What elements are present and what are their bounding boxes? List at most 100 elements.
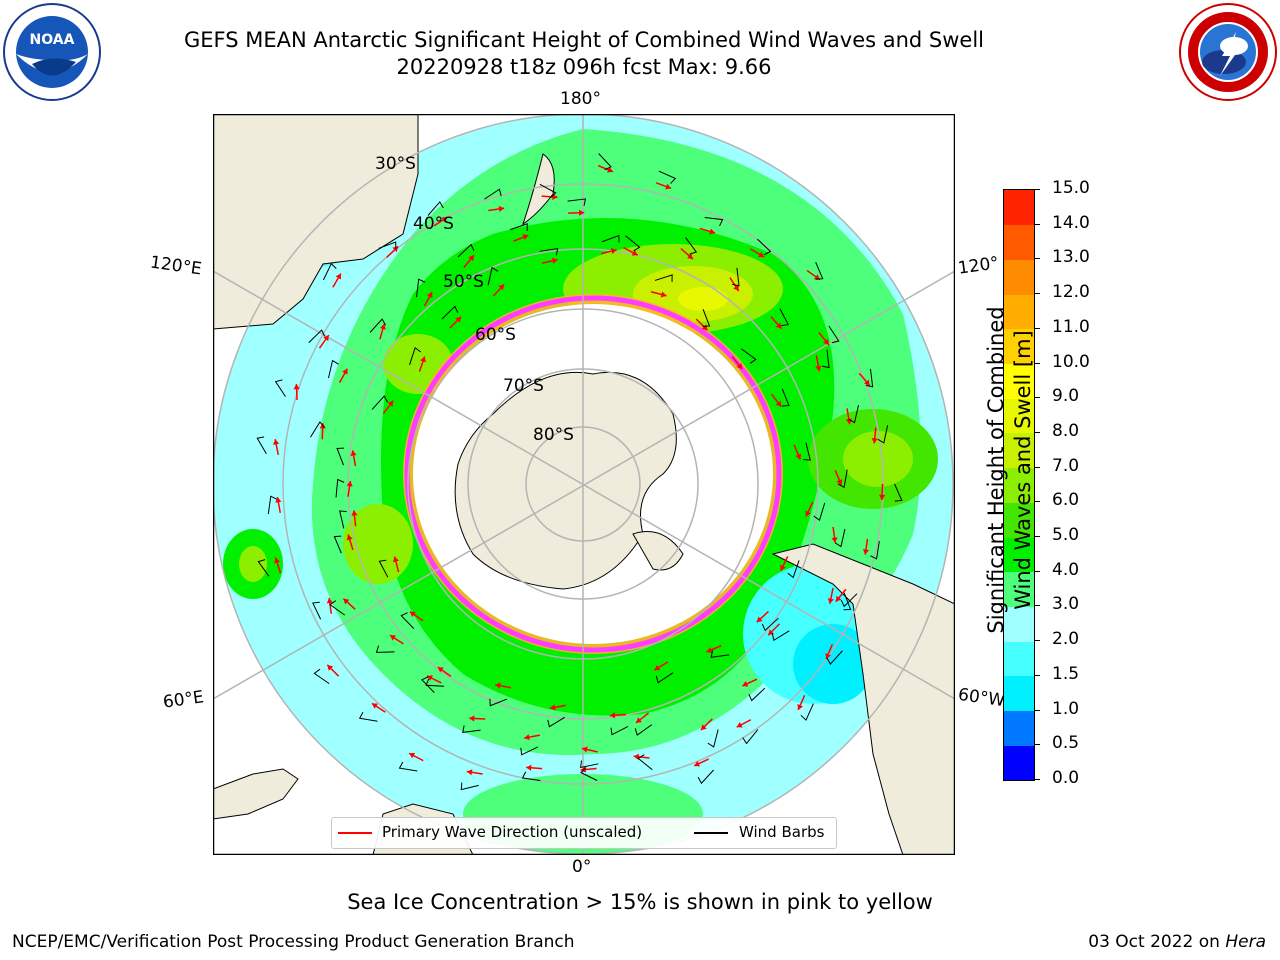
wind-barb xyxy=(742,729,759,745)
wind-barb xyxy=(256,436,267,455)
wave-arrow-head xyxy=(392,246,399,253)
wind-barb xyxy=(685,237,698,255)
wind-barb xyxy=(580,760,599,769)
wind-barb xyxy=(327,359,339,379)
wave-arrow-head xyxy=(825,653,832,660)
svg-text:NOAA: NOAA xyxy=(30,32,75,48)
wind-barb xyxy=(520,746,539,756)
colorbar-tick-mark xyxy=(1034,674,1040,676)
wind-barb xyxy=(400,612,415,629)
wave-arrow-head xyxy=(293,384,300,390)
colorbar-tick-label: 4.0 xyxy=(1052,559,1080,580)
colorbar-segment xyxy=(1004,571,1034,607)
wave-arrow-head xyxy=(815,365,822,372)
wave-arrow-head xyxy=(387,400,394,407)
colorbar-tick-mark xyxy=(1034,258,1040,260)
wind-barb xyxy=(834,528,846,548)
wave-arrow-head xyxy=(736,363,743,370)
nws-logo xyxy=(1179,3,1277,101)
wave-arrow-head xyxy=(775,322,782,329)
wave-arrow-head xyxy=(579,209,585,216)
colorbar-tick-label: 10.0 xyxy=(1052,351,1090,372)
colorbar-tick-mark xyxy=(1034,293,1040,295)
wind-barb xyxy=(697,769,714,785)
wind-barb xyxy=(710,650,730,658)
lat-label-70s: 70°S xyxy=(503,376,544,396)
wave-arrow-head xyxy=(700,724,707,731)
wind-barb xyxy=(378,559,389,578)
wave-arrow-head xyxy=(862,549,870,555)
colorbar-tick-mark xyxy=(1034,397,1040,399)
footer-date-text: 03 Oct 2022 on xyxy=(1088,932,1220,952)
colorbar-tick-label: 0.5 xyxy=(1052,733,1080,754)
wind-barb xyxy=(267,495,278,515)
wind-barb xyxy=(865,368,874,388)
wave-arrow-head xyxy=(864,379,870,386)
colorbar-tick-label: 1.5 xyxy=(1052,663,1080,684)
wave-arrow-head xyxy=(342,368,348,375)
wind-barb xyxy=(826,650,843,665)
wave-arrow-head xyxy=(687,253,694,260)
wind-barb xyxy=(637,754,653,771)
wind-barb xyxy=(421,676,435,694)
plot-title: GEFS MEAN Antarctic Significant Height o… xyxy=(183,28,985,52)
wave-arrow-head xyxy=(526,764,532,771)
colorbar-tick-label: 12.0 xyxy=(1052,282,1090,303)
wind-barb xyxy=(877,425,889,444)
colorbar-tick-label: 0.0 xyxy=(1052,768,1080,788)
colorbar-tick-mark xyxy=(1034,779,1040,780)
colorbar-tick-label: 1.0 xyxy=(1052,698,1080,719)
wave-arrow-head xyxy=(346,480,353,487)
wave-arrow-head xyxy=(323,335,329,342)
wave-arrow-head xyxy=(871,438,878,444)
lon-label-120e: 120°E xyxy=(148,252,203,280)
colorbar-segment xyxy=(1004,224,1034,260)
wave-arrow-head xyxy=(706,647,713,653)
colorbar-segment xyxy=(1004,432,1034,469)
colorbar-tick-label: 6.0 xyxy=(1052,490,1080,511)
lon-label-180: 180° xyxy=(560,89,601,109)
legend-wave-line xyxy=(338,832,372,834)
lon-label-0: 0° xyxy=(572,857,592,877)
colorbar-segment xyxy=(1004,467,1034,503)
wave-arrow-head xyxy=(466,769,473,776)
colorbar-tick-label: 11.0 xyxy=(1052,316,1090,337)
wave-arrow-head xyxy=(343,598,350,605)
wind-barb xyxy=(371,395,389,410)
wave-arrow-head xyxy=(455,316,462,323)
wave-arrow-head xyxy=(631,250,638,256)
wind-barb xyxy=(398,761,418,772)
wave-arrow-head xyxy=(426,291,433,298)
colorbar-tick-label: 15.0 xyxy=(1052,178,1090,198)
wave-arrow-head xyxy=(654,664,661,671)
wave-arrow-head xyxy=(389,635,396,641)
wind-barb xyxy=(329,600,346,616)
wind-barb xyxy=(312,601,322,620)
wind-barb xyxy=(771,630,790,642)
wave-arrow-head xyxy=(609,712,616,719)
wind-barb xyxy=(803,442,811,461)
colorbar-tick-mark xyxy=(1034,431,1040,433)
wave-arrow-head xyxy=(469,715,475,722)
colorbar-segment xyxy=(1004,398,1034,434)
wave-arrow-head xyxy=(607,166,613,173)
colorbar-tick-label: 2.0 xyxy=(1052,629,1080,650)
sea-ice-note: Sea Ice Concentration > 15% is shown in … xyxy=(347,890,933,914)
wind-barb xyxy=(800,703,814,721)
wind-barb xyxy=(322,262,337,281)
wind-barb xyxy=(848,405,860,424)
wind-barb xyxy=(761,617,779,632)
wind-barb xyxy=(457,243,475,258)
colorbar-tick-label: 7.0 xyxy=(1052,455,1080,476)
colorbar-tick-mark xyxy=(1034,744,1040,746)
wave-arrow-head xyxy=(795,453,802,460)
wave-arrow-head xyxy=(420,356,426,363)
wind-barb xyxy=(310,421,325,438)
wind-barb xyxy=(567,198,587,206)
wind-barb xyxy=(308,329,326,343)
wave-arrow-head xyxy=(733,285,739,292)
wind-barb xyxy=(441,305,459,320)
wind-barb xyxy=(335,478,345,498)
lat-label-50s: 50°S xyxy=(443,272,484,292)
wave-arrow-head xyxy=(660,291,667,298)
